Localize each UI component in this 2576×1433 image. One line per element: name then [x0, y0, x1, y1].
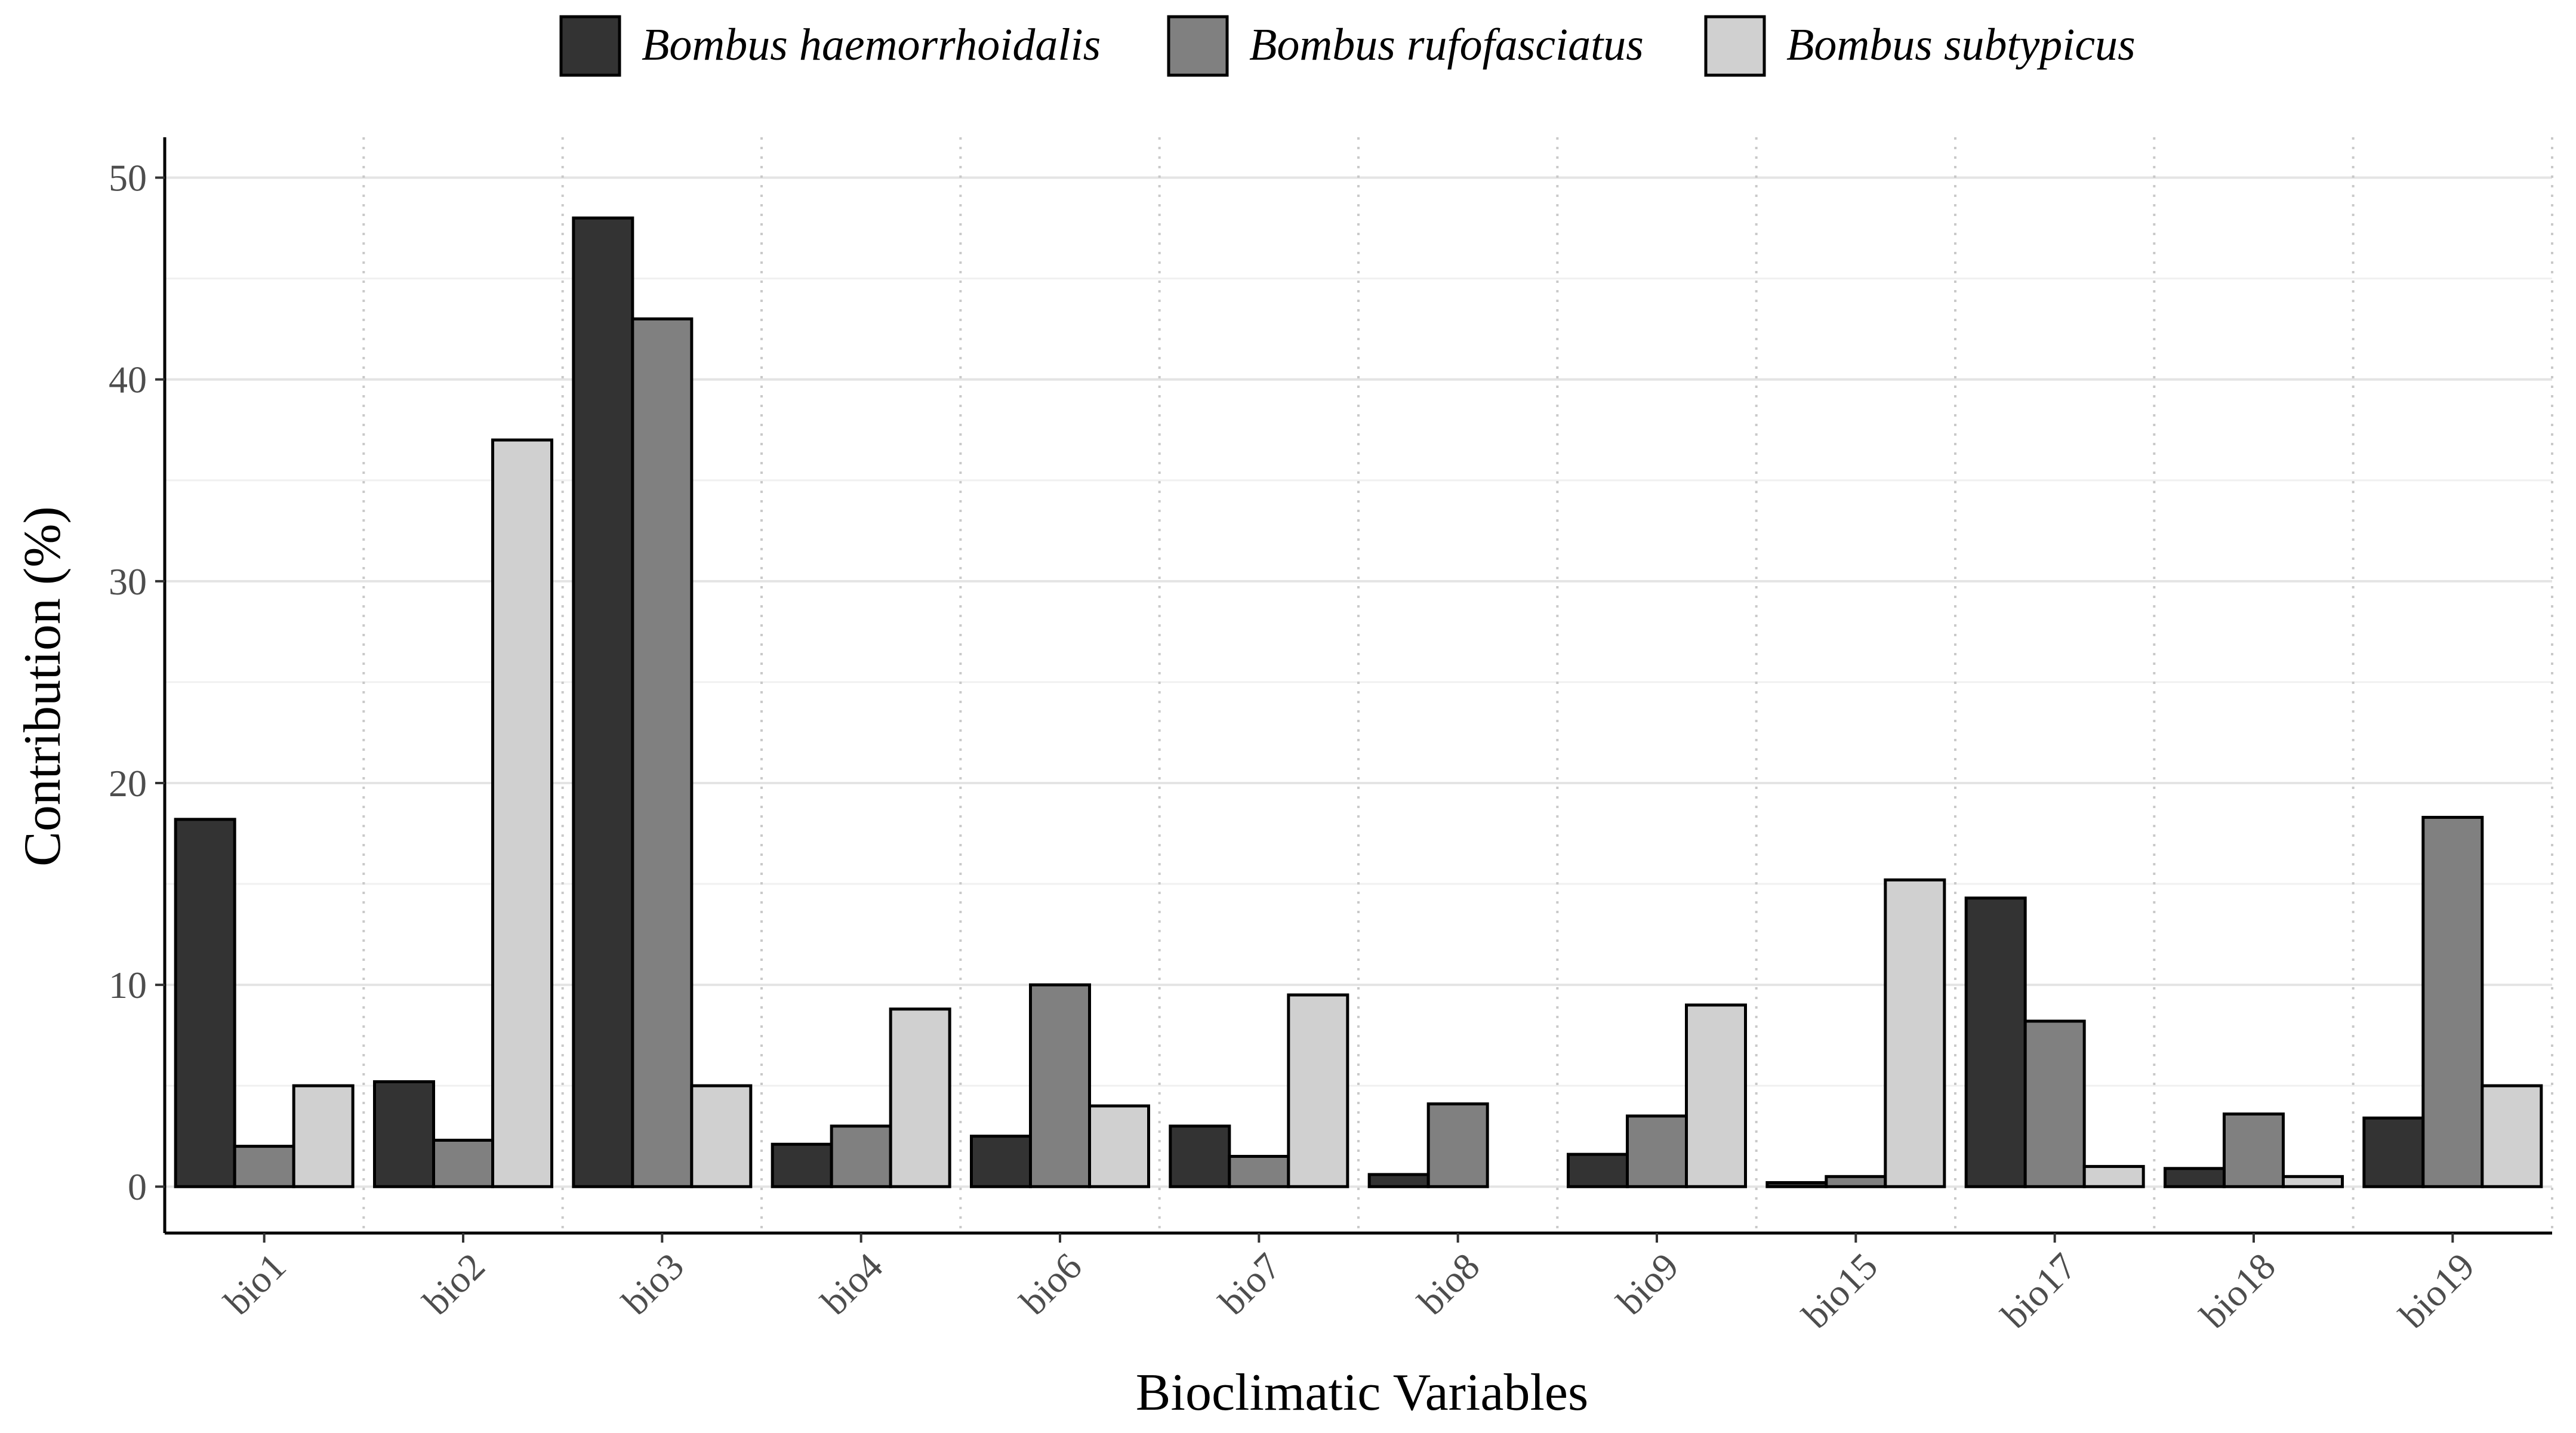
x-tick-label: bio15: [1794, 1245, 1885, 1336]
bar-bio4-bombus-rufofasciatus: [830, 1124, 892, 1188]
bar-bio7-bombus-rufofasciatus: [1228, 1155, 1290, 1188]
bar-bio2-bombus-haemorrhoidalis: [373, 1080, 435, 1188]
bar-bio17-bombus-rufofasciatus: [2023, 1019, 2086, 1188]
bar-bio3-bombus-subtypicus: [690, 1084, 753, 1188]
bar-bio18-bombus-subtypicus: [2282, 1175, 2344, 1188]
bar-bio3-bombus-haemorrhoidalis: [572, 216, 634, 1188]
legend-swatch: [1704, 15, 1766, 77]
x-axis-title: Bioclimatic Variables: [1136, 1364, 1588, 1422]
axes: [155, 137, 2552, 1243]
bar-bio1-bombus-subtypicus: [292, 1084, 355, 1188]
y-tick-label: 20: [109, 762, 147, 805]
bars: [174, 216, 2543, 1188]
bar-bio15-bombus-haemorrhoidalis: [1765, 1181, 1828, 1188]
bar-bio17-bombus-subtypicus: [2082, 1164, 2145, 1188]
x-tick-labels: bio1 bio2 bio3 bio4 bio6 bio7 bio8 bio9 bio15 bio…: [216, 1245, 2482, 1336]
bar-bio7-bombus-subtypicus: [1287, 993, 1349, 1188]
legend-label: Bombus rufofasciatus: [1249, 20, 1644, 70]
x-tick-label: bio1: [216, 1245, 294, 1323]
legend: Bombus haemorrhoidalis Bombus rufofasciat…: [559, 15, 2136, 77]
legend-item: Bombus haemorrhoidalis: [559, 15, 1101, 77]
bar-bio19-bombus-haemorrhoidalis: [2362, 1116, 2425, 1188]
y-tick-label: 10: [109, 964, 147, 1006]
legend-swatch: [1167, 15, 1229, 77]
x-tick-label: bio7: [1211, 1245, 1289, 1323]
x-tick-label: bio17: [1993, 1245, 2084, 1336]
bar-bio15-bombus-subtypicus: [1884, 878, 1946, 1188]
bar-bio1-bombus-haemorrhoidalis: [174, 818, 236, 1188]
x-tick-label: bio18: [2192, 1245, 2284, 1336]
bar-bio4-bombus-haemorrhoidalis: [771, 1142, 833, 1188]
bar-bio17-bombus-haemorrhoidalis: [1964, 896, 2027, 1188]
legend-label: Bombus haemorrhoidalis: [642, 20, 1101, 70]
bar-bio8-bombus-rufofasciatus: [1426, 1102, 1489, 1188]
bar-bio3-bombus-rufofasciatus: [631, 317, 694, 1188]
y-tick-label: 40: [109, 359, 147, 401]
legend-swatch: [559, 15, 621, 77]
bar-bio6-bombus-rufofasciatus: [1029, 983, 1091, 1188]
bar-bio19-bombus-rufofasciatus: [2421, 815, 2484, 1188]
bar-bio9-bombus-subtypicus: [1685, 1003, 1747, 1188]
y-tick-label: 50: [109, 157, 147, 199]
bar-bio9-bombus-haemorrhoidalis: [1567, 1152, 1629, 1188]
bar-bio1-bombus-rufofasciatus: [233, 1145, 295, 1188]
y-axis-title: Contribution (%): [14, 506, 72, 867]
x-tick-label: bio9: [1609, 1245, 1687, 1323]
x-tick-label: bio6: [1012, 1245, 1090, 1323]
bar-bio6-bombus-haemorrhoidalis: [970, 1135, 1032, 1188]
bar-bio18-bombus-rufofasciatus: [2223, 1112, 2285, 1188]
bar-bio6-bombus-subtypicus: [1088, 1104, 1150, 1188]
bar-bio18-bombus-haemorrhoidalis: [2164, 1167, 2226, 1188]
x-tick-label: bio2: [415, 1245, 493, 1323]
bar-bio9-bombus-rufofasciatus: [1626, 1114, 1688, 1188]
legend-item: Bombus subtypicus: [1704, 15, 2136, 77]
bar-bio15-bombus-rufofasciatus: [1825, 1175, 1887, 1188]
legend-label: Bombus subtypicus: [1786, 20, 2136, 70]
y-tick-label: 0: [128, 1166, 147, 1208]
bar-bio4-bombus-subtypicus: [889, 1007, 951, 1188]
y-tick-label: 30: [109, 560, 147, 603]
bar-bio19-bombus-subtypicus: [2481, 1084, 2543, 1188]
x-tick-label: bio19: [2391, 1245, 2482, 1336]
y-tick-labels: 0 10 20 30 40 50: [109, 157, 147, 1209]
bar-bio8-bombus-haemorrhoidalis: [1367, 1173, 1430, 1188]
bar-bio2-bombus-rufofasciatus: [432, 1138, 494, 1188]
bar-bio2-bombus-subtypicus: [491, 438, 553, 1188]
bar-bio7-bombus-haemorrhoidalis: [1169, 1124, 1231, 1188]
x-tick-label: bio8: [1410, 1245, 1488, 1323]
x-tick-label: bio4: [813, 1245, 891, 1323]
legend-item: Bombus rufofasciatus: [1167, 15, 1644, 77]
x-tick-label: bio3: [614, 1245, 692, 1323]
